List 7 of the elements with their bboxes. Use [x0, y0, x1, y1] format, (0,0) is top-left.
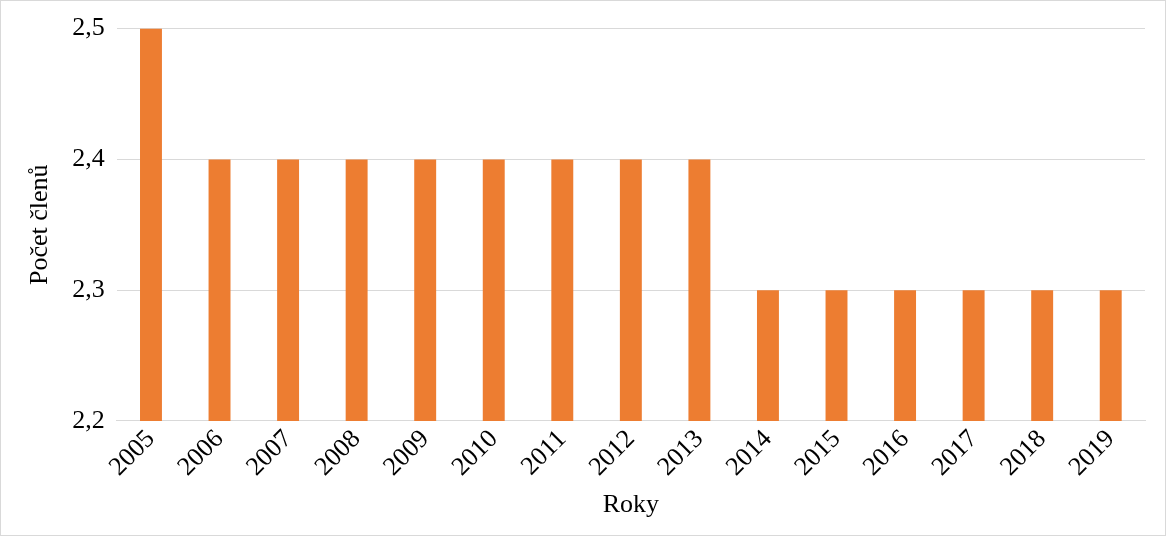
- y-tick-label: 2,4: [72, 143, 105, 173]
- y-tick-label: 2,3: [72, 274, 105, 304]
- y-tick-label: 2,2: [72, 404, 105, 434]
- x-tick-label: 2011: [514, 423, 572, 481]
- y-tick-label: 2,5: [72, 12, 105, 42]
- x-axis-title: Roky: [602, 489, 660, 519]
- y-axis-title: Počet členů: [24, 164, 54, 286]
